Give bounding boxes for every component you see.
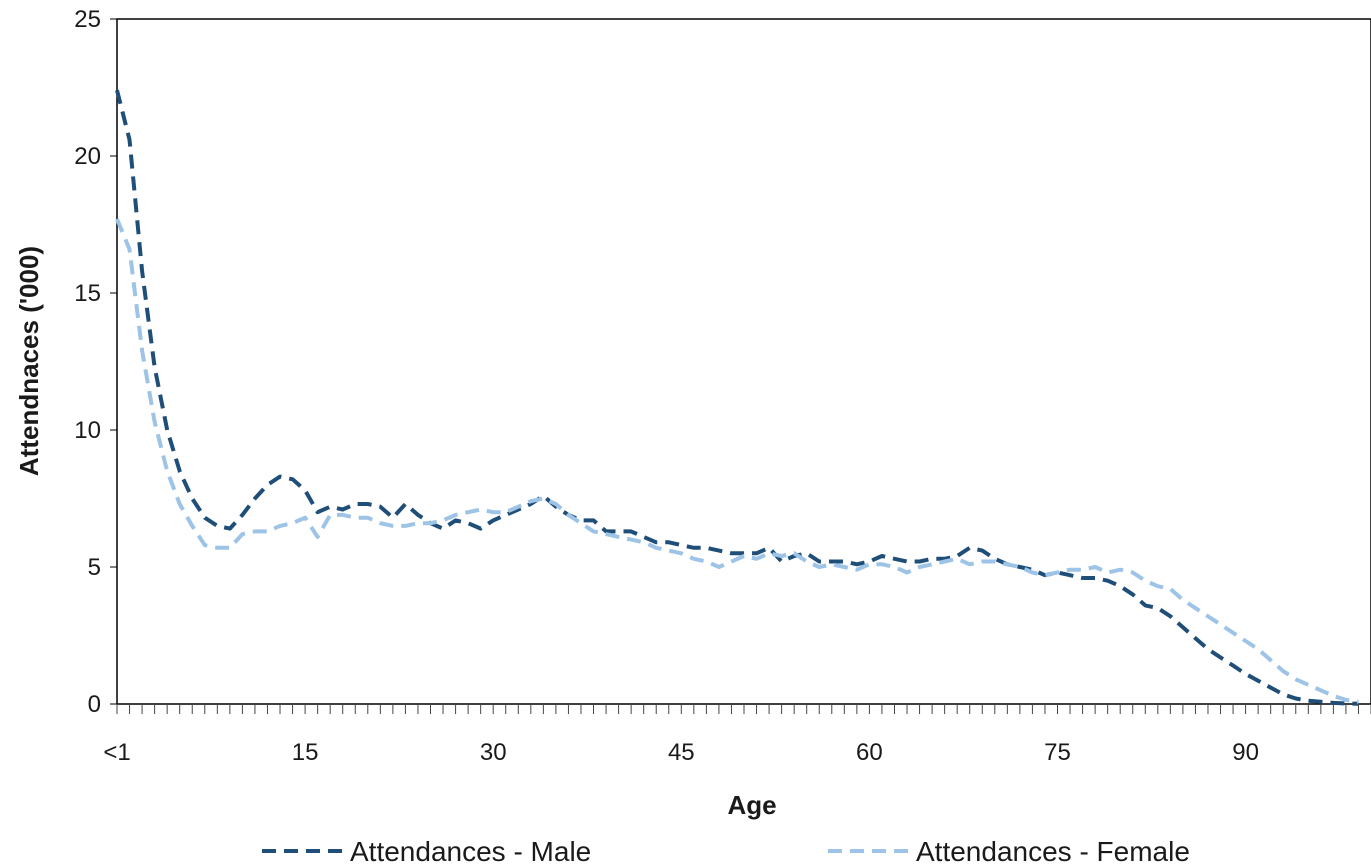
x-tick-label: 75 — [1044, 739, 1071, 766]
legend-item-male: Attendances - Male — [262, 836, 591, 866]
y-tick-label: 25 — [74, 6, 101, 33]
x-tick-label: 60 — [856, 739, 883, 766]
y-tick-label: 5 — [88, 554, 101, 581]
series-line-female — [115, 218, 1359, 704]
x-tick-label: <1 — [103, 739, 130, 766]
x-tick-label: 45 — [668, 739, 695, 766]
x-axis-title: Age — [727, 790, 776, 820]
legend-item-female: Attendances - Female — [828, 836, 1190, 866]
x-tick-label: 15 — [292, 739, 319, 766]
y-axis-ticks: 0 5 10 15 20 25 — [74, 6, 117, 718]
y-tick-label: 15 — [74, 280, 101, 307]
series-line-male — [115, 89, 1359, 706]
legend-label-male: Attendances - Male — [350, 836, 591, 866]
y-axis-title: Attendnaces ('000) — [14, 246, 44, 476]
x-tick-label: 30 — [480, 739, 507, 766]
series-layer — [115, 89, 1359, 706]
legend-label-female: Attendances - Female — [916, 836, 1190, 866]
x-tick-label: 90 — [1232, 739, 1259, 766]
x-axis-ticks: <1 15 30 45 60 75 90 — [103, 704, 1371, 766]
legend: Attendances - Male Attendances - Female — [262, 836, 1190, 866]
plot-area — [116, 18, 1371, 705]
y-tick-label: 20 — [74, 143, 101, 170]
y-tick-label: 0 — [88, 691, 101, 718]
plot-border — [116, 18, 1371, 705]
y-tick-label: 10 — [74, 417, 101, 444]
